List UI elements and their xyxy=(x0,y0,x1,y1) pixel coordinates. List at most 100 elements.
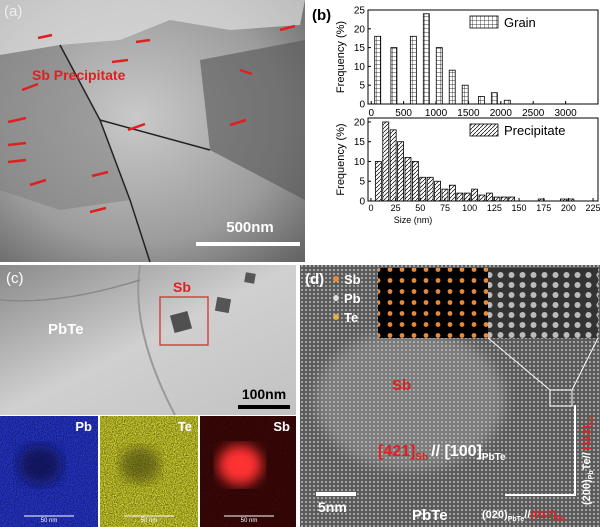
legend-label: Grain xyxy=(504,15,536,30)
y-tick-label: 20 xyxy=(354,24,366,35)
map-scale: 50 nm xyxy=(141,518,158,524)
bar xyxy=(374,35,382,105)
bar xyxy=(411,161,419,202)
bar xyxy=(390,47,398,105)
x-tick-label: 1000 xyxy=(425,108,448,119)
y-tick-label: 15 xyxy=(354,137,366,148)
x-tick-label: 200 xyxy=(561,203,576,213)
tem-image xyxy=(0,265,296,415)
matrix-label: PbTe xyxy=(48,321,84,338)
bar xyxy=(426,176,434,202)
scale-label: 100nm xyxy=(242,386,286,402)
bar xyxy=(477,96,485,105)
x-tick-label: 150 xyxy=(512,203,527,213)
legend-label: Precipitate xyxy=(504,123,565,138)
bar xyxy=(422,13,430,105)
x-tick-label: 25 xyxy=(391,203,401,213)
plane-relation: (200)PbTe// (112)Sb xyxy=(581,416,595,505)
scale-bar xyxy=(316,492,356,496)
bar xyxy=(503,99,511,105)
panel-a: (a) Sb Precipitate 500nm xyxy=(0,0,305,263)
text: PbTe xyxy=(482,452,506,463)
y-tick-label: 20 xyxy=(354,117,366,128)
text: // [100] xyxy=(431,443,482,460)
panel-label: (b) xyxy=(312,7,331,24)
y-tick-label: 10 xyxy=(354,62,366,73)
bar xyxy=(404,157,412,202)
y-axis-label: Frequency (%) xyxy=(335,21,347,93)
grain xyxy=(200,40,305,200)
arrows xyxy=(7,24,296,214)
text: Sb xyxy=(588,416,595,425)
y-tick-label: 0 xyxy=(359,100,365,111)
legend-label: Te xyxy=(344,310,358,325)
plane-relation: (020)PbTe//(012)Sb xyxy=(482,509,565,523)
text: // xyxy=(524,509,530,521)
bar xyxy=(461,84,469,105)
bar xyxy=(508,196,516,202)
grain xyxy=(0,0,305,55)
x-tick-label: 75 xyxy=(440,203,450,213)
x-tick-label: 3000 xyxy=(554,108,577,119)
scale-bar xyxy=(196,242,300,246)
y-tick-label: 0 xyxy=(359,197,365,208)
text: Sb xyxy=(415,452,428,463)
atom-model xyxy=(378,268,488,338)
bar xyxy=(478,194,486,202)
highlight-box xyxy=(159,296,209,346)
bar xyxy=(374,161,382,202)
bar xyxy=(490,92,498,105)
panel-label: (a) xyxy=(4,3,22,20)
text: PbTe xyxy=(508,516,525,523)
text: Sb xyxy=(556,516,565,523)
text: Te// xyxy=(581,452,593,470)
bar xyxy=(471,188,479,202)
annotation: Sb xyxy=(173,279,191,295)
matrix-label: PbTe xyxy=(412,507,448,524)
x-tick-label: 0 xyxy=(368,108,374,119)
text: [421] xyxy=(378,443,415,460)
y-tick-label: 25 xyxy=(354,6,366,17)
x-tick-label: 2000 xyxy=(490,108,513,119)
bar xyxy=(434,180,441,202)
panel-c: (c) Sb PbTe 100nm Pb 50 nm Te 50 nm Sb 5… xyxy=(0,264,296,527)
x-tick-label: 100 xyxy=(462,203,477,213)
x-tick-label: 175 xyxy=(536,203,551,213)
eds-map-pb: Pb 50 nm xyxy=(0,416,98,527)
y-tick-label: 15 xyxy=(354,43,366,54)
text: Pb xyxy=(588,470,595,479)
x-tick-label: 0 xyxy=(368,203,373,213)
y-axis-label: Frequency (%) xyxy=(335,123,347,195)
x-axis-label: Size (nm) xyxy=(394,215,433,225)
bar xyxy=(448,184,456,202)
bar xyxy=(500,196,508,202)
plot-frame xyxy=(367,9,599,105)
eds-map-te: Te 50 nm xyxy=(100,416,198,527)
bar xyxy=(382,121,390,202)
map-scale: 50 nm xyxy=(41,518,58,524)
map-label: Pb xyxy=(75,419,92,434)
bar xyxy=(435,47,443,105)
scale-label: 5nm xyxy=(318,499,347,515)
text: (012) xyxy=(530,509,556,521)
panel-label: (d) xyxy=(305,271,324,288)
legend-swatch xyxy=(469,123,499,137)
text: (112) xyxy=(581,425,593,450)
zone-axis: [421]Sb// [100]PbTe xyxy=(378,443,506,463)
text: (200) xyxy=(581,479,593,505)
legend-label: Pb xyxy=(344,291,361,306)
bar xyxy=(389,129,397,202)
boundary xyxy=(59,44,211,263)
x-tick-label: 1500 xyxy=(457,108,480,119)
y-tick-label: 5 xyxy=(359,177,365,188)
panel-label: (c) xyxy=(6,270,24,287)
x-tick-label: 50 xyxy=(415,203,425,213)
eds-map-sb: Sb 50 nm xyxy=(200,416,296,527)
y-tick-label: 10 xyxy=(354,157,366,168)
bar xyxy=(448,69,456,105)
bar xyxy=(456,192,464,202)
x-tick-label: 500 xyxy=(395,108,412,119)
bar xyxy=(419,176,427,202)
x-tick-label: 125 xyxy=(487,203,502,213)
